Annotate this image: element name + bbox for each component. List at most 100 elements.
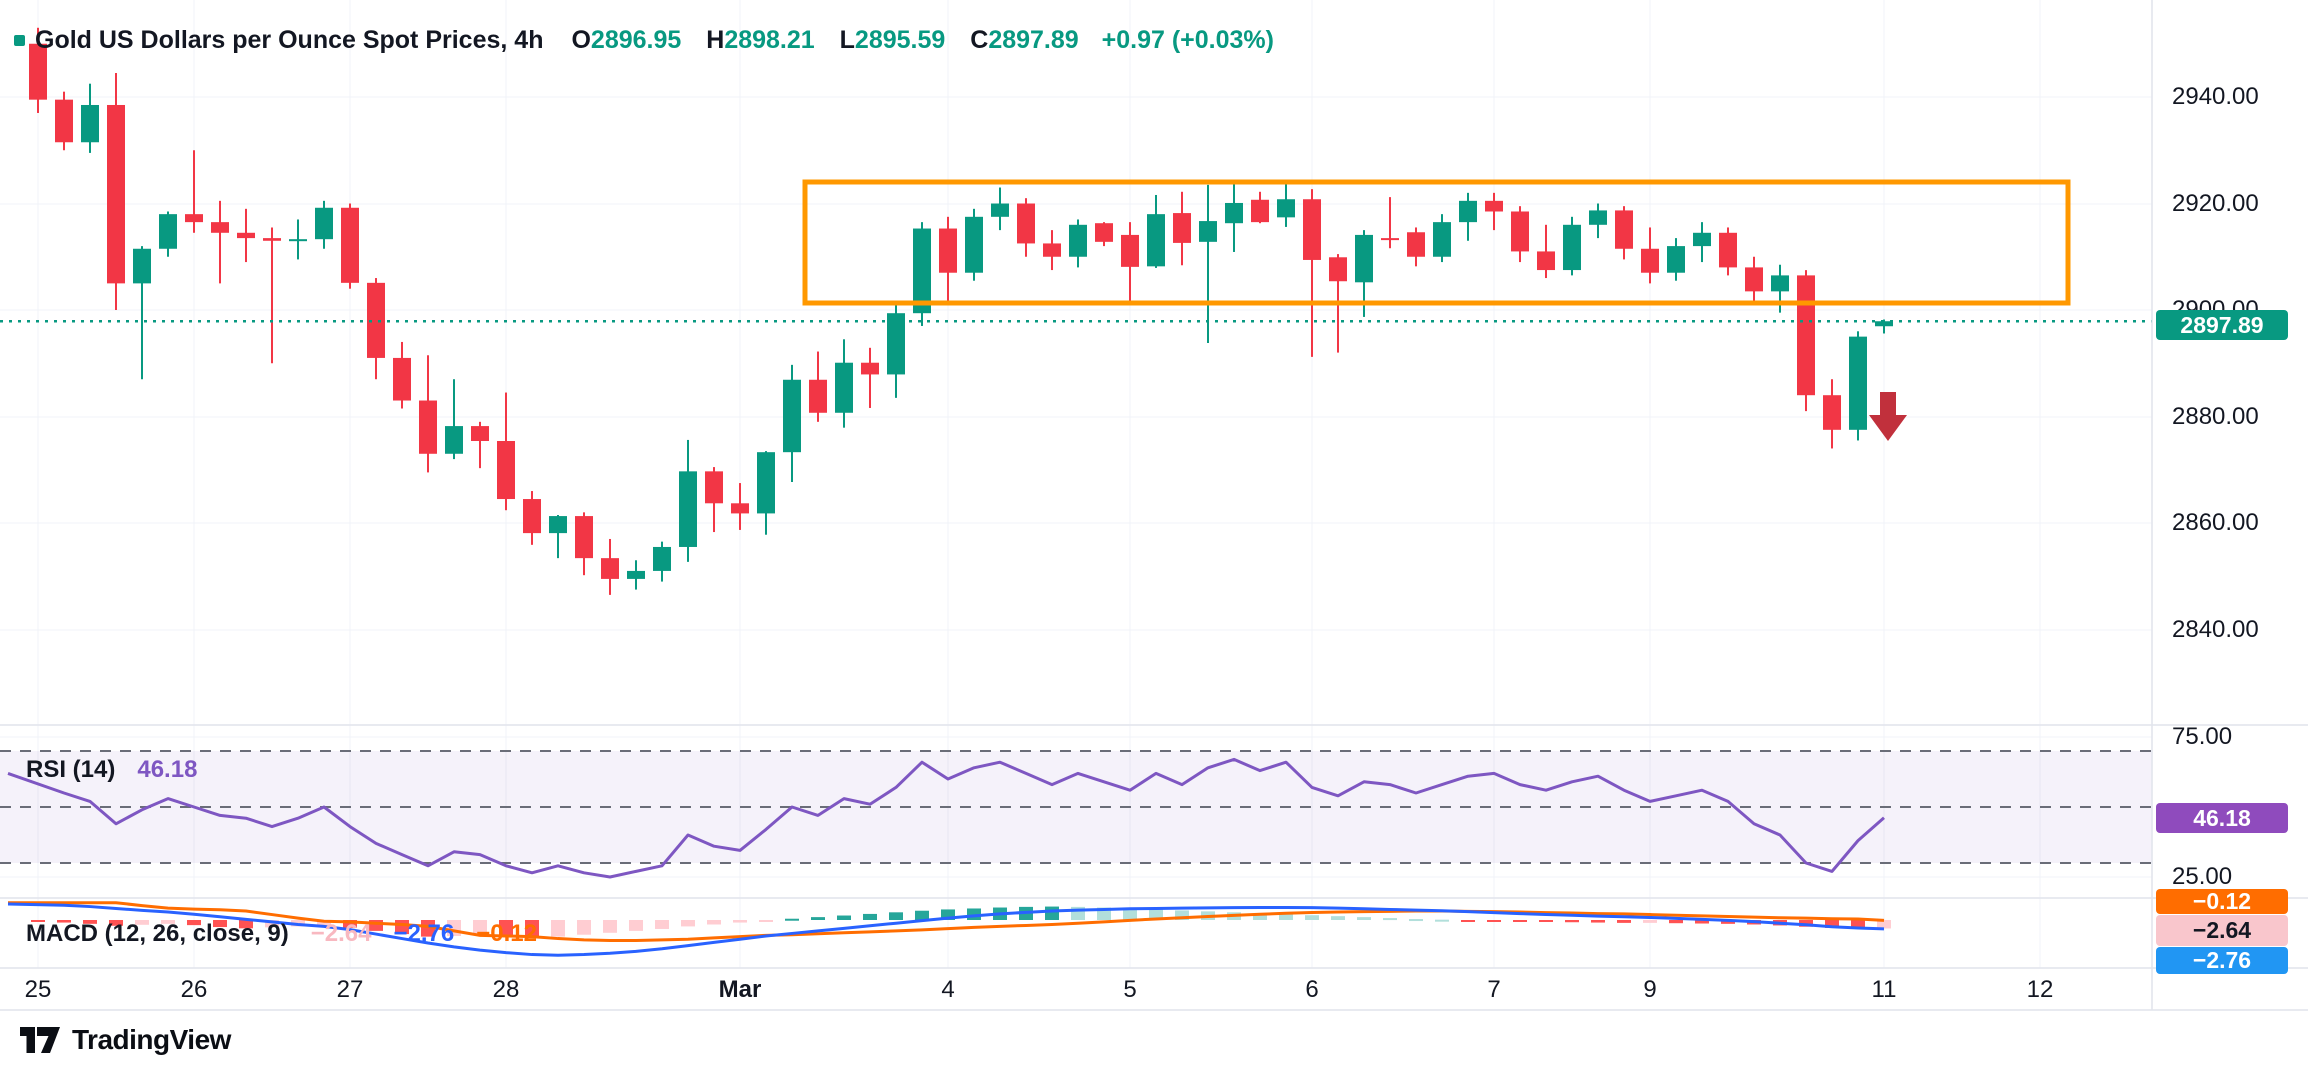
tradingview-logo-text: TradingView <box>72 1024 231 1055</box>
macd-hist-bar <box>239 920 253 929</box>
price-axis-label: 2840.00 <box>2172 616 2259 643</box>
candle-body <box>1537 251 1555 271</box>
candle-body <box>471 426 489 441</box>
time-axis-label: 4 <box>941 976 955 1003</box>
candle-body <box>1095 223 1113 242</box>
close-label: C <box>970 26 989 54</box>
candle-body <box>1745 267 1763 292</box>
time-axis-label: Mar <box>718 976 762 1003</box>
candle-body <box>367 282 385 358</box>
candle-body <box>159 214 177 249</box>
macd-signal-value: −0.12 <box>476 920 537 947</box>
macd-label[interactable]: MACD (12, 26, close, 9) <box>26 920 289 947</box>
price-axis-label: 2940.00 <box>2172 83 2259 110</box>
candle-body <box>1355 234 1373 283</box>
candle-body <box>653 546 671 571</box>
macd-hist-bar <box>629 920 643 931</box>
candle-body <box>1823 395 1841 430</box>
candle-body <box>1589 210 1607 225</box>
candle-body <box>133 248 151 284</box>
macd-hist-bar <box>1617 920 1631 923</box>
candle-body <box>1563 224 1581 271</box>
time-axis-label: 7 <box>1487 976 1501 1003</box>
macd-hist-bar <box>31 920 45 922</box>
symbol-title[interactable]: Gold US Dollars per Ounce Spot Prices, 4… <box>35 26 544 54</box>
macd-hist-bar <box>1721 920 1735 924</box>
macd-hist-bar <box>1461 920 1475 922</box>
tradingview-logo-icon <box>20 1027 60 1053</box>
time-axis-label: 6 <box>1305 976 1319 1003</box>
time-axis-label: 26 <box>180 976 208 1003</box>
candle-body <box>289 239 307 242</box>
macd-hist-bar <box>1825 920 1839 928</box>
candle-body <box>29 43 47 100</box>
macd-hist-badge: −2.64 <box>2156 915 2288 946</box>
macd-hist-bar <box>83 920 97 924</box>
candle-body <box>1303 199 1321 260</box>
macd-hist-bar <box>785 918 799 921</box>
price-axis-label: 25.00 <box>2172 863 2233 890</box>
candle-body <box>419 400 437 454</box>
macd-hist-bar <box>1253 913 1267 920</box>
candle-body <box>315 207 333 240</box>
candle-body <box>731 503 749 514</box>
macd-hist-bar <box>1305 915 1319 920</box>
candle-body <box>211 222 229 233</box>
candle-body <box>549 516 567 534</box>
macd-hist-bar <box>499 920 513 937</box>
candle-body <box>809 379 827 413</box>
macd-hist-bar <box>967 908 981 920</box>
macd-hist-bar <box>473 920 487 935</box>
symbol-marker-icon <box>14 35 25 46</box>
candle-body <box>1771 275 1789 292</box>
candle-body <box>497 440 515 500</box>
candle-body <box>601 558 619 579</box>
candle-body <box>575 516 593 559</box>
macd-hist-bar <box>1045 906 1059 920</box>
macd-hist-bar <box>1669 920 1683 924</box>
candle-body <box>991 203 1009 217</box>
candle-body <box>341 207 359 283</box>
high-label: H <box>706 26 725 54</box>
tradingview-branding[interactable]: TradingView <box>20 1024 231 1056</box>
candle-body <box>1459 200 1477 223</box>
last-price-badge: 2897.89 <box>2156 310 2288 340</box>
macd-hist-bar <box>941 909 955 920</box>
candle-body <box>55 99 73 143</box>
macd-line-badge: −2.76 <box>2156 947 2288 974</box>
candle-body <box>1147 214 1165 267</box>
candle-body <box>1849 336 1867 430</box>
macd-hist-bar <box>1513 920 1527 922</box>
time-axis-label: 5 <box>1123 976 1137 1003</box>
candle-body <box>1407 232 1425 257</box>
candle-body <box>1329 257 1347 282</box>
macd-hist-bar <box>213 920 227 928</box>
open-value: 2896.95 <box>590 26 682 54</box>
candle-body <box>185 214 203 223</box>
macd-hist-bar <box>603 920 617 933</box>
macd-hist-bar <box>187 920 201 926</box>
candle-body <box>861 362 879 375</box>
candle-body <box>1797 275 1815 396</box>
price-axis-label: 2860.00 <box>2172 509 2259 536</box>
rsi-label[interactable]: RSI (14) <box>26 756 116 783</box>
macd-hist-bar <box>889 912 903 920</box>
candlestick-series <box>29 27 1893 595</box>
candle-body <box>263 238 281 241</box>
macd-hist-bar <box>759 920 773 922</box>
candle-body <box>1251 199 1269 223</box>
time-axis-label: 9 <box>1643 976 1657 1003</box>
macd-hist-bar <box>1877 920 1891 929</box>
macd-hist-bar <box>109 920 123 926</box>
time-axis-label: 11 <box>1871 976 1897 1003</box>
candle-body <box>1017 203 1035 244</box>
price-axis-label: 75.00 <box>2172 723 2233 750</box>
macd-hist-bar <box>551 920 565 937</box>
candle-body <box>887 313 905 375</box>
candle-body <box>1199 221 1217 242</box>
macd-hist-bar <box>681 920 695 927</box>
candle-body <box>393 357 411 401</box>
ohlc-readout: Gold US Dollars per Ounce Spot Prices, 4… <box>14 26 1274 55</box>
